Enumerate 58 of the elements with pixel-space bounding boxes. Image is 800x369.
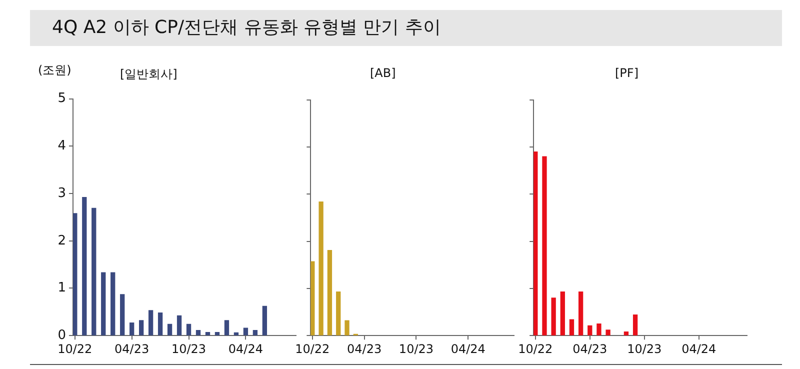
x-tick-label: 04/24 <box>228 342 264 356</box>
chart-subtitle: [AB] <box>370 66 396 80</box>
chart-subtitle: [일반회사] <box>120 66 178 83</box>
bar <box>551 298 556 336</box>
y-axis-title: (조원) <box>38 62 72 79</box>
bar <box>186 324 192 336</box>
bar <box>252 330 258 336</box>
bar <box>262 306 268 336</box>
x-tick-label: 10/22 <box>295 342 330 356</box>
bar <box>624 332 629 336</box>
x-tick-label: 10/22 <box>518 342 553 356</box>
x-tick-label: 04/23 <box>347 342 382 356</box>
bar <box>120 294 125 336</box>
x-tick-label: 04/24 <box>450 342 486 356</box>
bar <box>588 325 592 336</box>
bar <box>205 332 210 336</box>
y-tick-label: 3 <box>58 186 66 201</box>
bar <box>344 320 350 336</box>
bar <box>92 208 96 336</box>
bar <box>196 330 201 336</box>
x-tick-label: 04/23 <box>572 342 608 356</box>
y-tick-label: 4 <box>58 138 66 154</box>
bar <box>167 324 172 336</box>
bar <box>130 322 134 336</box>
y-tick-label: 1 <box>58 280 66 296</box>
bar <box>110 272 116 336</box>
bar <box>632 314 638 336</box>
bar <box>578 291 584 336</box>
bar <box>138 320 144 336</box>
bar <box>234 332 239 336</box>
bar <box>224 320 230 336</box>
chart-title: 4Q A2 이하 CP/전단채 유동화 유형별 만기 추이 <box>30 10 782 46</box>
x-tick-label: 10/22 <box>58 342 92 356</box>
x-tick-label: 10/23 <box>398 342 434 356</box>
bar <box>560 291 565 336</box>
bar <box>73 213 78 336</box>
bar <box>569 319 574 336</box>
bar <box>158 312 163 336</box>
chart-subtitle: [PF] <box>615 66 639 80</box>
y-tick-label: 5 <box>58 91 66 106</box>
bar <box>606 330 610 336</box>
bar <box>82 196 87 336</box>
bar <box>176 315 182 336</box>
x-tick-label: 04/23 <box>114 342 150 356</box>
bar <box>596 323 602 336</box>
bar <box>243 328 248 336</box>
bar <box>101 272 106 336</box>
x-tick-label: 10/23 <box>171 342 206 356</box>
bar <box>214 332 220 336</box>
bar <box>318 201 324 336</box>
bar <box>327 250 332 336</box>
bar <box>148 310 154 336</box>
y-tick-label: 0 <box>58 328 66 343</box>
x-tick-label: 10/23 <box>627 342 662 356</box>
y-tick-label: 2 <box>58 233 66 248</box>
bar <box>336 291 341 336</box>
x-tick-label: 04/24 <box>682 342 716 356</box>
bar <box>542 156 547 336</box>
